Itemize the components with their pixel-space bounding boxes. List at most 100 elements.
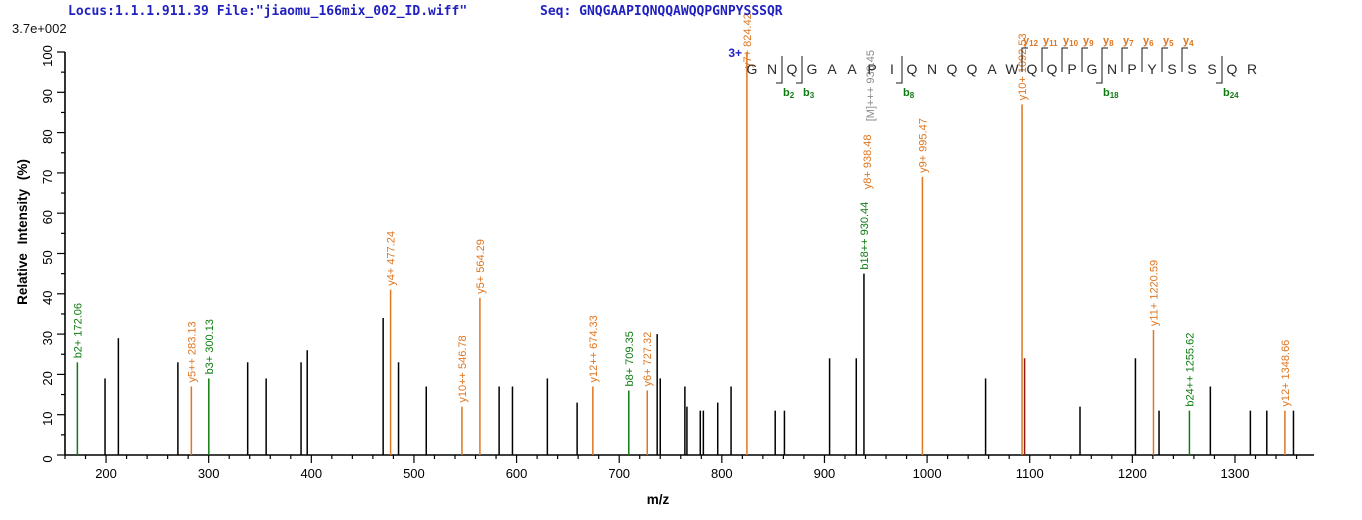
residue: Q <box>1047 61 1058 77</box>
y-ion-mark <box>1141 47 1148 72</box>
residue: R <box>1247 61 1257 77</box>
peak-label: y5+ 564.29 <box>475 239 487 294</box>
residue: Q <box>967 61 978 77</box>
x-tick-label: 300 <box>198 466 220 481</box>
residue: Y <box>1147 61 1157 77</box>
residue: S <box>1167 61 1176 77</box>
y-ion-label: y5 <box>1163 35 1174 48</box>
b-ion-mark <box>896 56 903 84</box>
x-tick-label: 200 <box>95 466 117 481</box>
b-ion-label: b24 <box>1223 87 1239 100</box>
peak-label: y4+ 477.24 <box>386 231 398 286</box>
y-tick-label: 80 <box>40 129 55 143</box>
y-ion-label: y7 <box>1123 35 1134 48</box>
x-tick-label: 1200 <box>1118 466 1147 481</box>
y-ion-mark <box>1161 47 1168 72</box>
y-tick-label: 50 <box>40 250 55 264</box>
b-ion-label: b8 <box>903 87 915 100</box>
peak-label: y6+ 727.32 <box>642 332 654 387</box>
locus-file-header: Locus:1.1.1.911.39 File:"jiaomu_166mix_0… <box>68 4 468 19</box>
y-ion-label: y10 <box>1063 35 1079 48</box>
peak-label: [M]+++ 938.45 <box>865 50 877 121</box>
peak-label: y10+ 1092.53 <box>1017 33 1029 100</box>
y-ion-label: y11 <box>1043 35 1058 48</box>
y-ion-mark <box>1021 47 1028 72</box>
peak-label: y10++ 546.78 <box>457 335 469 402</box>
residue: P <box>1127 61 1136 77</box>
y-ion-mark <box>1041 47 1048 72</box>
peak-label: b24++ 1255.62 <box>1184 333 1196 407</box>
x-tick-label: 1000 <box>913 466 942 481</box>
base-peak-intensity: 3.7e+002 <box>12 21 67 36</box>
residue: Q <box>1027 61 1038 77</box>
residue: W <box>1005 61 1019 77</box>
y-tick-label: 10 <box>40 411 55 425</box>
residue: S <box>1207 61 1216 77</box>
y-ion-label: y12 <box>1023 35 1039 48</box>
peak-label: b2+ 172.06 <box>72 303 84 358</box>
peaks-group <box>76 52 1295 455</box>
sequence-header: Seq: GNQGAAPIQNQQAWQQPGNPYSSSQR <box>540 4 783 19</box>
x-tick-label: 700 <box>608 466 630 481</box>
peak-label: y11+ 1220.59 <box>1148 260 1160 326</box>
residue: A <box>987 61 997 77</box>
precursor-charge-label: 3+ <box>728 46 742 60</box>
b-ion-label: b18 <box>1103 87 1119 100</box>
residue: G <box>747 61 758 77</box>
y-ion-mark <box>1061 47 1068 72</box>
peak-label: b3+ 300.13 <box>204 319 216 374</box>
b-ion-label: b3 <box>803 87 815 100</box>
residue: S <box>1187 61 1196 77</box>
x-tick-label: 500 <box>403 466 425 481</box>
y-ion-label: y4 <box>1183 35 1194 48</box>
residue: A <box>827 61 837 77</box>
x-tick-label: 800 <box>711 466 733 481</box>
residue: Q <box>787 61 798 77</box>
y-tick-label: 60 <box>40 210 55 224</box>
y-tick-label: 90 <box>40 89 55 103</box>
y-ion-mark <box>1181 47 1188 72</box>
residue: G <box>1087 61 1098 77</box>
y-tick-label: 40 <box>40 291 55 305</box>
residue: Q <box>907 61 918 77</box>
residue: N <box>927 61 937 77</box>
y-tick-label: 70 <box>40 170 55 184</box>
y-ion-label: y8 <box>1103 35 1114 48</box>
x-axis-title: m/z <box>647 492 670 507</box>
residue: P <box>867 61 876 77</box>
y-tick-label: 30 <box>40 331 55 345</box>
peak-label: y5++ 283.13 <box>186 321 198 382</box>
peak-label: y8+ 938.48 <box>862 135 874 190</box>
y-ion-mark <box>1121 47 1128 72</box>
residue: G <box>807 61 818 77</box>
x-tick-label: 900 <box>814 466 836 481</box>
x-tick-label: 400 <box>300 466 322 481</box>
peak-label: y7+ 824.42 <box>742 13 754 68</box>
b-ion-mark <box>796 56 803 84</box>
b-ion-label: b2 <box>783 87 795 100</box>
x-tick-label: 600 <box>506 466 528 481</box>
residue: N <box>1107 61 1117 77</box>
residue: P <box>1067 61 1076 77</box>
residue: Q <box>1227 61 1238 77</box>
peak-label: b18++ 930.44 <box>859 202 871 270</box>
axes: 200 300 400 500 600 700 800 900 1000 1100 1200 1300… <box>40 45 1314 481</box>
y-tick-label: 100 <box>40 45 55 67</box>
peak-label: y12+ 1348.66 <box>1280 340 1292 407</box>
peak-label: y9+ 995.47 <box>917 118 929 173</box>
b-ion-mark <box>1216 56 1223 84</box>
x-tick-label: 1300 <box>1221 466 1250 481</box>
residue: A <box>847 61 857 77</box>
by-ion-mark <box>1096 47 1108 84</box>
y-ion-label: y9 <box>1083 35 1094 48</box>
x-tick-label: 1100 <box>1016 466 1044 481</box>
b-ion-mark <box>776 56 783 84</box>
y-axis-title: Relative Intensity (%) <box>15 159 30 305</box>
y-ion-label: y6 <box>1143 35 1154 48</box>
residue: I <box>890 61 894 77</box>
peak-label: b8+ 709.35 <box>624 331 636 386</box>
y-ion-mark <box>1081 47 1088 72</box>
y-tick-label: 20 <box>40 371 55 385</box>
